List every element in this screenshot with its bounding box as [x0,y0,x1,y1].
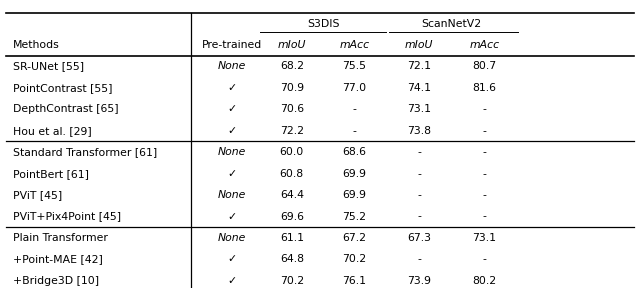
Text: 72.1: 72.1 [407,61,431,71]
Text: mIoU: mIoU [278,40,306,50]
Text: None: None [218,61,246,71]
Text: mIoU: mIoU [405,40,433,50]
Text: 77.0: 77.0 [342,83,367,93]
Text: SR-UNet [55]: SR-UNet [55] [13,61,84,71]
Text: Standard Transformer [61]: Standard Transformer [61] [13,147,157,157]
Text: 73.9: 73.9 [407,276,431,286]
Text: -: - [417,169,421,179]
Text: 70.2: 70.2 [280,276,304,286]
Text: -: - [483,254,486,264]
Text: None: None [218,233,246,243]
Text: -: - [483,147,486,157]
Text: +Bridge3D [10]: +Bridge3D [10] [13,276,99,286]
Text: 73.1: 73.1 [407,104,431,114]
Text: PViT [45]: PViT [45] [13,190,62,200]
Text: -: - [417,254,421,264]
Text: 80.7: 80.7 [472,61,497,71]
Text: 70.6: 70.6 [280,104,304,114]
Text: 61.1: 61.1 [280,233,304,243]
Text: 80.2: 80.2 [472,276,497,286]
Text: 64.8: 64.8 [280,254,304,264]
Text: 60.8: 60.8 [280,169,304,179]
Text: 69.9: 69.9 [342,190,367,200]
Text: PointBert [61]: PointBert [61] [13,169,89,179]
Text: ✓: ✓ [228,211,237,221]
Text: -: - [483,211,486,221]
Text: ✓: ✓ [228,254,237,264]
Text: -: - [483,169,486,179]
Text: 69.9: 69.9 [342,169,367,179]
Text: +Point-MAE [42]: +Point-MAE [42] [13,254,102,264]
Text: Methods: Methods [13,40,60,50]
Text: 70.9: 70.9 [280,83,304,93]
Text: -: - [417,190,421,200]
Text: PointContrast [55]: PointContrast [55] [13,83,112,93]
Text: 70.2: 70.2 [342,254,367,264]
Text: DepthContrast [65]: DepthContrast [65] [13,104,118,114]
Text: -: - [353,104,356,114]
Text: 74.1: 74.1 [407,83,431,93]
Text: Pre-trained: Pre-trained [202,40,262,50]
Text: 67.3: 67.3 [407,233,431,243]
Text: 68.6: 68.6 [342,147,367,157]
Text: None: None [218,190,246,200]
Text: -: - [483,104,486,114]
Text: mAcc: mAcc [469,40,499,50]
Text: 75.5: 75.5 [342,61,367,71]
Text: 67.2: 67.2 [342,233,367,243]
Text: -: - [483,126,486,136]
Text: None: None [218,147,246,157]
Text: 73.1: 73.1 [472,233,497,243]
Text: ✓: ✓ [228,169,237,179]
Text: ScanNetV2: ScanNetV2 [422,19,482,29]
Text: 68.2: 68.2 [280,61,304,71]
Text: 73.8: 73.8 [407,126,431,136]
Text: ✓: ✓ [228,126,237,136]
Text: PViT+Pix4Point [45]: PViT+Pix4Point [45] [13,211,121,221]
Text: -: - [417,147,421,157]
Text: -: - [353,126,356,136]
Text: mAcc: mAcc [339,40,369,50]
Text: 60.0: 60.0 [280,147,304,157]
Text: 72.2: 72.2 [280,126,304,136]
Text: 69.6: 69.6 [280,211,304,221]
Text: ✓: ✓ [228,104,237,114]
Text: ✓: ✓ [228,83,237,93]
Text: Plain Transformer: Plain Transformer [13,233,108,243]
Text: 64.4: 64.4 [280,190,304,200]
Text: -: - [483,190,486,200]
Text: Hou et al. [29]: Hou et al. [29] [13,126,92,136]
Text: 75.2: 75.2 [342,211,367,221]
Text: 81.6: 81.6 [472,83,497,93]
Text: -: - [417,211,421,221]
Text: 76.1: 76.1 [342,276,367,286]
Text: S3DIS: S3DIS [307,19,339,29]
Text: ✓: ✓ [228,276,237,286]
